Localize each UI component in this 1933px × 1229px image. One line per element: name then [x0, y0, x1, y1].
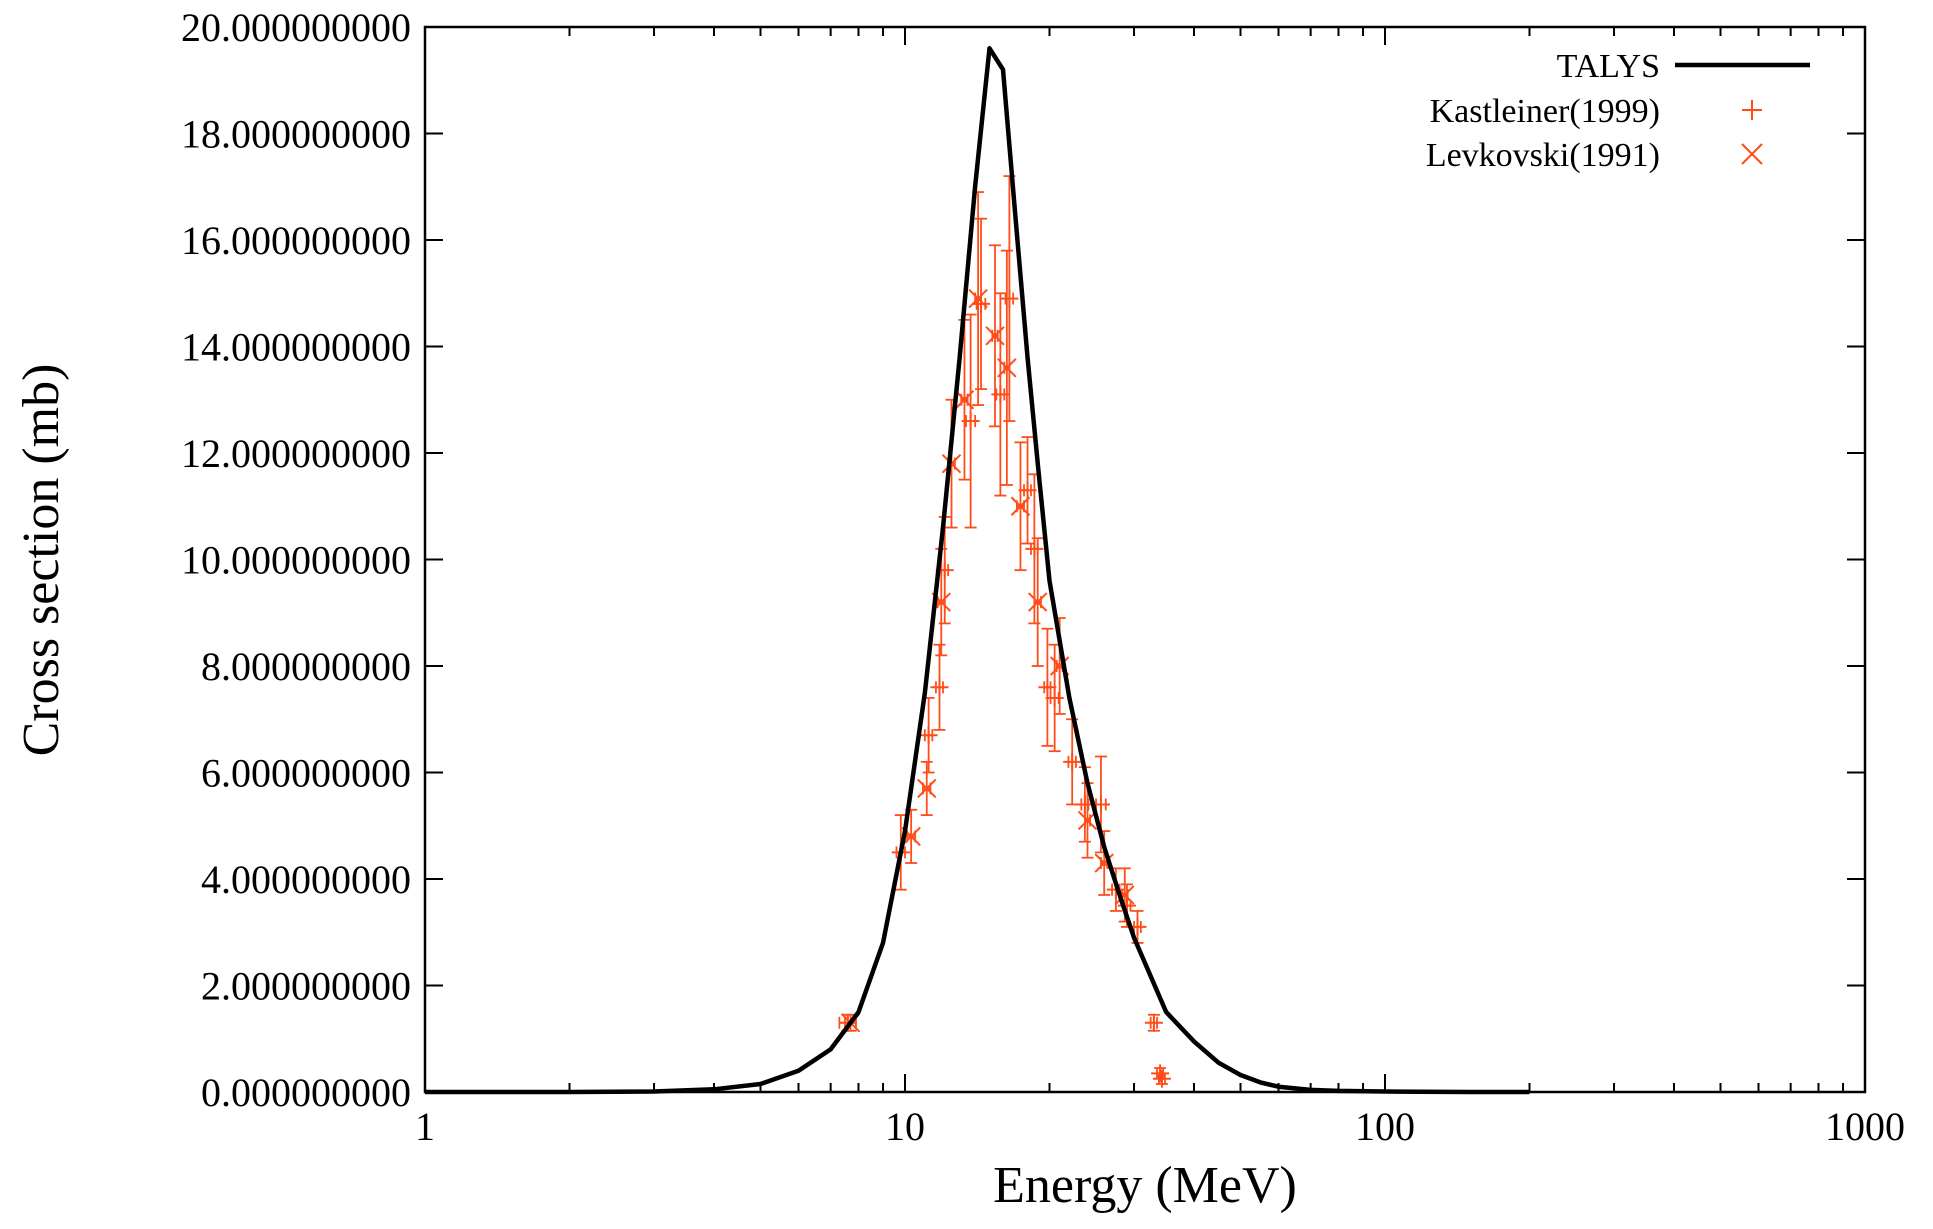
cross-marker-stroke	[1115, 885, 1135, 905]
x-tick-label: 1	[415, 1104, 435, 1149]
data-point-cross	[997, 358, 1017, 378]
data-point-plus	[1045, 688, 1064, 707]
y-tick-label: 14.000000000	[181, 325, 411, 370]
y-axis-title: Cross section (mb)	[13, 364, 70, 757]
x-axis-title: Energy (MeV)	[993, 1157, 1297, 1214]
y-tick-label: 20.000000000	[181, 5, 411, 50]
cross-marker-stroke	[901, 826, 921, 847]
y-tick-label: 10.000000000	[181, 538, 411, 583]
cross-marker-stroke	[1010, 496, 1031, 516]
cross-marker-stroke	[968, 288, 988, 309]
legend-label: Kastleiner(1999)	[1430, 93, 1660, 130]
data-point-cross	[968, 288, 988, 309]
data-point-plus	[1152, 1069, 1171, 1088]
data-point-cross	[917, 778, 937, 799]
data-point-cross	[1010, 496, 1031, 516]
cross-marker-stroke	[1049, 656, 1070, 676]
x-tick-label: 100	[1355, 1104, 1415, 1149]
data-point-cross	[985, 326, 1005, 346]
x-tick-label: 1000	[1825, 1104, 1905, 1149]
legend-label: Levkovski(1991)	[1426, 137, 1660, 174]
data-point-cross	[1027, 592, 1048, 612]
data-point-plus	[1000, 289, 1019, 308]
series-talys-line	[425, 46, 1530, 1095]
y-tick-label: 0.000000000	[201, 1070, 411, 1115]
y-tick-label: 2.000000000	[201, 964, 411, 1009]
data-point-plus	[1025, 539, 1044, 558]
legend-label: TALYS	[1557, 48, 1660, 85]
y-tick-label: 6.000000000	[201, 751, 411, 796]
legend-cross-marker	[1741, 143, 1763, 165]
legend: TALYS Kastleiner(1999) Levkovski(1991)	[1426, 48, 1810, 174]
y-tick-label: 12.000000000	[181, 431, 411, 476]
data-point-plus	[1144, 1013, 1163, 1032]
x-axis-ticks: 1 10 100 1000	[415, 27, 1905, 1149]
x-tick-label: 10	[885, 1104, 925, 1149]
data-point-cross	[954, 390, 975, 410]
cross-marker-stroke	[985, 326, 1005, 346]
cross-marker-stroke	[917, 778, 937, 799]
data-point-plus	[1063, 752, 1082, 771]
y-tick-label: 4.000000000	[201, 857, 411, 902]
cross-marker-stroke	[954, 390, 975, 410]
series-kastleiner-1999-	[838, 175, 1171, 1088]
cross-marker-stroke	[1094, 853, 1114, 873]
y-tick-label: 8.000000000	[201, 644, 411, 689]
plot-area	[425, 46, 1530, 1095]
data-point-plus	[930, 678, 949, 697]
series-levkovski-1991-	[840, 191, 1135, 1033]
data-point-plus	[919, 726, 938, 745]
y-axis-ticks: 0.000000000 2.000000000 4.000000000 6.00000…	[181, 5, 1865, 1115]
cross-marker-stroke	[1027, 592, 1048, 612]
cross-marker-stroke	[997, 358, 1017, 378]
y-tick-label: 18.000000000	[181, 112, 411, 157]
y-tick-label: 16.000000000	[181, 218, 411, 263]
data-point-plus	[1038, 678, 1057, 697]
plot-frame	[423, 25, 1867, 1094]
